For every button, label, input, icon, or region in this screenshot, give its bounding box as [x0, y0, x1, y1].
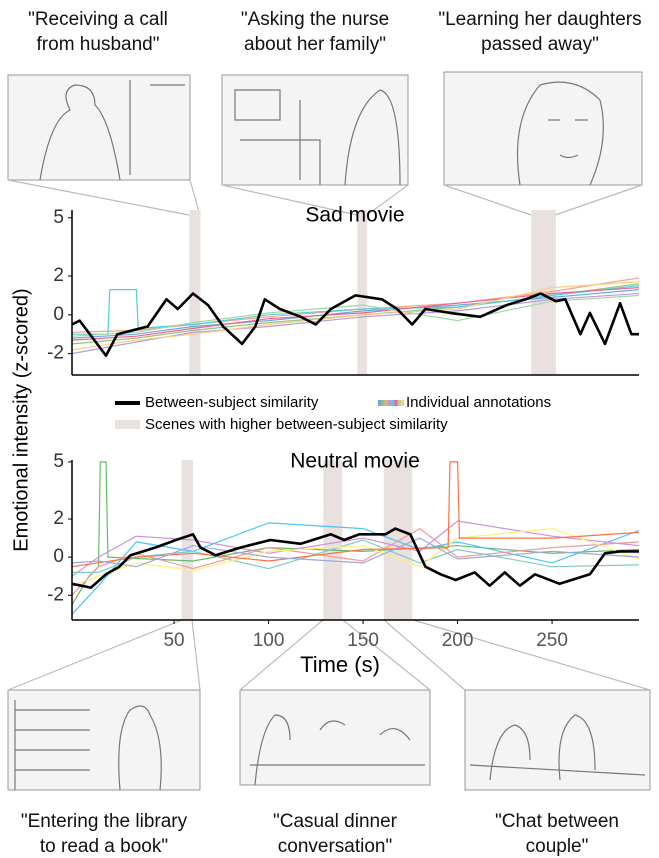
chart-title: Neutral movie [290, 450, 420, 473]
x-tick-label: 250 [536, 630, 568, 651]
scene-image [444, 72, 642, 185]
y-tick-label: 0 [53, 304, 64, 325]
scene-caption: "Chat between [495, 811, 619, 832]
highlight-band [323, 460, 342, 620]
scene-caption: couple" [526, 836, 589, 857]
scene-caption: about her family" [244, 34, 386, 55]
figure: Emotional intensity (z-scored) "Receivin… [0, 0, 659, 858]
scene-caption: "Asking the nurse [241, 9, 389, 30]
x-tick-label: 200 [442, 630, 474, 651]
scene-image [222, 75, 408, 185]
legend-label: Between-subject similarity [145, 394, 319, 411]
connector [192, 620, 200, 690]
y-tick-label: -2 [47, 343, 64, 364]
y-axis-label: Emotional intensity (z-scored) [10, 288, 32, 551]
legend-swatch [391, 400, 395, 406]
y-tick-label: -2 [47, 584, 64, 605]
y-tick-label: 0 [53, 546, 64, 567]
highlight-band [189, 210, 200, 375]
legend-swatch [385, 400, 389, 406]
x-tick-label: 50 [163, 630, 184, 651]
legend-swatch [378, 400, 382, 406]
connector [8, 620, 182, 690]
legend-swatch [115, 420, 140, 429]
x-axis-label: Time (s) [300, 652, 380, 677]
scene-caption: to read a book" [40, 836, 168, 857]
highlight-band [384, 460, 412, 620]
y-tick-label: 5 [53, 451, 64, 472]
scene-caption: "Learning her daughters [438, 9, 641, 30]
highlight-band [357, 210, 366, 375]
y-tick-label: 2 [53, 508, 64, 529]
connector [444, 185, 531, 215]
y-tick-label: 5 [53, 207, 64, 228]
scene-caption: conversation" [278, 836, 392, 857]
scene-image [8, 690, 200, 790]
scene-image [240, 690, 430, 785]
x-tick-label: 100 [253, 630, 285, 651]
connector [190, 180, 200, 215]
scene-caption: from husband" [37, 34, 160, 55]
legend-swatch [381, 400, 385, 406]
connector [8, 180, 189, 215]
connector [555, 185, 642, 215]
legend-swatch [401, 400, 405, 406]
legend-swatch [398, 400, 402, 406]
scene-caption: "Entering the library [21, 811, 188, 832]
y-tick-label: 2 [53, 265, 64, 286]
scene-caption: passed away" [481, 34, 599, 55]
legend-swatch [394, 400, 398, 406]
legend-label: Individual annotations [406, 394, 551, 411]
scene-caption: "Casual dinner [273, 811, 398, 832]
scene-image [465, 690, 650, 790]
legend-swatch [388, 400, 392, 406]
chart-title: Sad movie [305, 204, 404, 227]
legend-label: Scenes with higher between-subject simil… [145, 416, 448, 433]
scene-image [8, 75, 190, 180]
x-tick-label: 150 [347, 630, 379, 651]
scene-caption: "Receiving a call [28, 9, 168, 30]
series-line [72, 462, 639, 605]
